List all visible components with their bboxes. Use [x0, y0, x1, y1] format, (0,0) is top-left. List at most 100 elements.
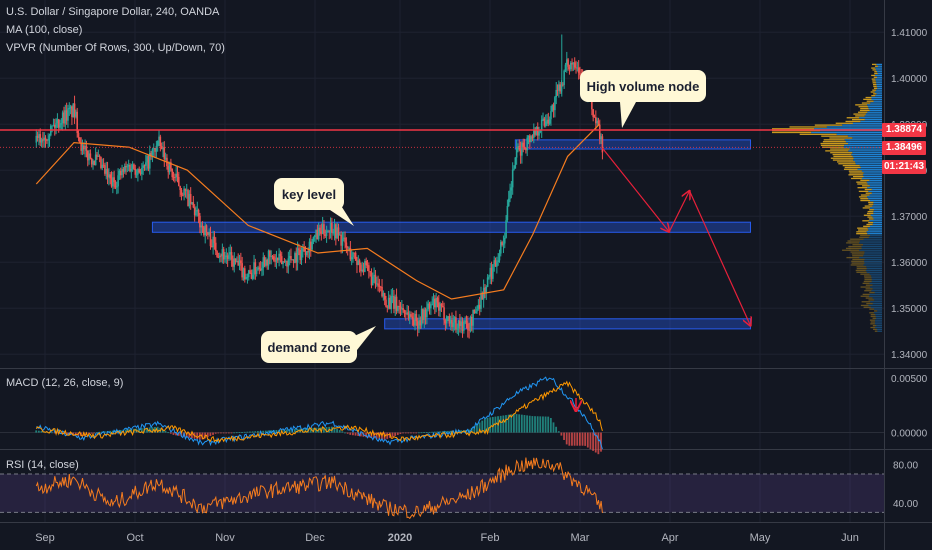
macd-histogram-bar — [270, 430, 272, 433]
volume-profile-bar-up — [865, 269, 882, 272]
candle-body — [467, 323, 469, 330]
candle-body — [92, 160, 94, 165]
candle-body — [494, 260, 497, 267]
volume-profile-bar-down — [873, 87, 878, 89]
volume-profile-bar-up — [873, 218, 882, 220]
candle-body — [559, 84, 561, 92]
time-axis-tick: Dec — [305, 532, 325, 544]
volume-profile-bar-down — [863, 98, 872, 101]
candle-body — [110, 178, 113, 187]
candle-body — [550, 111, 552, 120]
volume-profile-bar-up — [852, 155, 882, 158]
macd-histogram-bar — [407, 432, 410, 434]
volume-profile-bar-down — [851, 118, 865, 121]
candle-body — [527, 135, 530, 138]
vpvr-indicator-label[interactable]: VPVR (Number Of Rows, 300, Up/Down, 70) — [6, 42, 225, 54]
volume-profile-bar-down — [863, 225, 870, 227]
volume-profile-bar-down — [874, 65, 878, 67]
volume-profile-bar-down — [842, 164, 860, 167]
macd-histogram-bar — [217, 432, 220, 434]
candle-body — [208, 231, 210, 235]
volume-profile-bar-up — [859, 242, 882, 244]
candle-body — [125, 165, 127, 168]
candle-body — [216, 251, 218, 258]
volume-profile-bar-down — [870, 313, 876, 316]
volume-profile-bar-down — [848, 245, 862, 248]
candle-body — [191, 202, 193, 204]
macd-histogram-bar — [286, 429, 288, 433]
volume-profile-bar-down — [860, 107, 869, 110]
candle-body — [201, 225, 204, 228]
candle-body — [115, 186, 118, 188]
macd-histogram-bar — [243, 431, 246, 433]
symbol-title[interactable]: U.S. Dollar / Singapore Dollar, 240, OAN… — [6, 6, 220, 18]
candle-body — [546, 119, 548, 122]
candle-body — [320, 231, 323, 234]
volume-profile-bar-down — [866, 302, 873, 305]
macd-histogram-bar — [109, 430, 111, 433]
candle-body — [428, 303, 431, 309]
candle-body — [123, 165, 126, 172]
candle-body — [337, 227, 340, 235]
volume-profile-bar-down — [868, 299, 875, 301]
candle-body — [365, 261, 368, 266]
macd-histogram-bar — [502, 415, 505, 433]
volume-profile-bar-down — [851, 262, 865, 264]
volume-profile-bar-up — [863, 244, 882, 246]
macd-histogram-bar — [425, 432, 428, 433]
volume-profile-bar-up — [875, 78, 882, 80]
candle-body — [102, 164, 105, 166]
candle-body — [73, 103, 76, 117]
macd-histogram-bar — [439, 431, 441, 433]
key-level-callout-text: key level — [282, 187, 336, 202]
candle-body — [595, 117, 597, 124]
volume-profile-bar-down — [852, 244, 864, 246]
macd-histogram-bar — [557, 431, 560, 433]
candle-body — [328, 230, 331, 232]
candle-body — [377, 283, 379, 286]
macd-indicator-label[interactable]: MACD (12, 26, close, 9) — [6, 377, 124, 389]
candle-body — [529, 135, 531, 143]
candle-body — [402, 308, 404, 310]
candle-body — [114, 182, 117, 188]
volume-profile-bar-up — [868, 236, 882, 239]
volume-profile-bar-down — [849, 172, 864, 174]
volume-profile-bar-down — [832, 153, 852, 156]
rsi-indicator-label[interactable]: RSI (14, close) — [6, 459, 79, 471]
macd-axis-tick: 0.00500 — [891, 374, 928, 385]
time-axis-tick: Mar — [571, 532, 590, 544]
candle-body — [77, 133, 80, 138]
macd-histogram-bar — [476, 424, 478, 433]
macd-histogram-bar — [470, 427, 473, 433]
macd-histogram-bar — [560, 432, 563, 436]
volume-profile-bar-up — [876, 89, 882, 91]
volume-profile-bar-down — [871, 74, 875, 77]
candle-body — [217, 257, 220, 258]
candle-body — [431, 304, 433, 306]
candle-body — [379, 286, 382, 288]
candle-body — [52, 124, 55, 126]
candle-body — [315, 229, 317, 236]
candle-body — [547, 119, 550, 124]
candle-body — [538, 131, 540, 136]
volume-profile-bar-up — [876, 69, 882, 71]
macd-histogram-bar — [98, 431, 101, 433]
ma-indicator-label[interactable]: MA (100, close) — [6, 24, 83, 36]
candle-body — [464, 320, 466, 322]
candle-body — [188, 194, 191, 207]
candle-body — [357, 260, 360, 265]
macd-histogram-bar — [249, 431, 251, 433]
macd-histogram-bar — [581, 432, 584, 446]
candle-body — [579, 72, 581, 75]
macd-histogram-bar — [53, 432, 56, 434]
volume-profile-bar-up — [871, 279, 882, 281]
volume-profile-bar-down — [872, 63, 877, 66]
macd-histogram-bar — [600, 432, 602, 452]
volume-profile-bar-up — [859, 240, 882, 242]
candle-body — [126, 166, 129, 168]
volume-profile-bar-up — [845, 141, 882, 143]
candle-body — [89, 153, 92, 159]
candle-body — [353, 252, 356, 254]
support-resistance-zone — [514, 139, 751, 150]
